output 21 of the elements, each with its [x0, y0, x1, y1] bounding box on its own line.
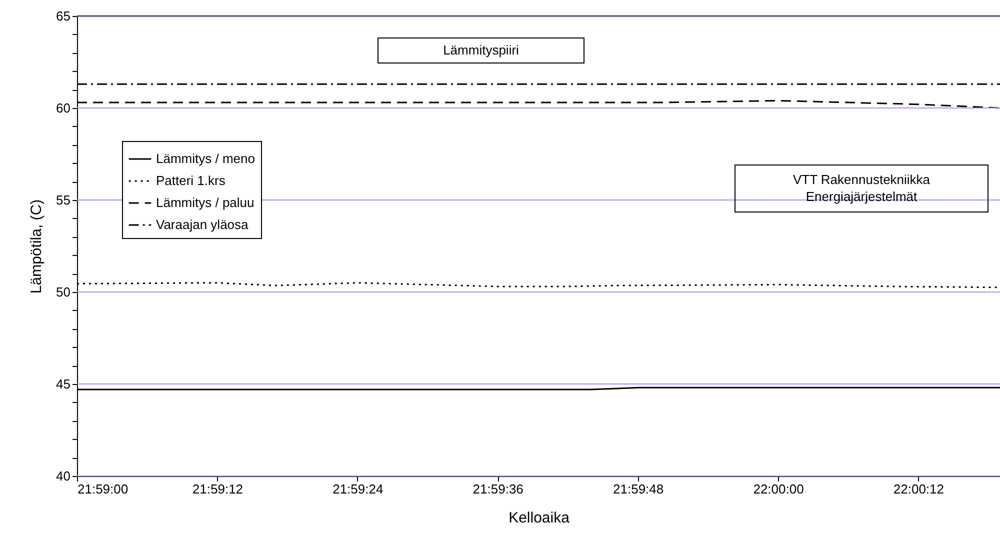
- x-tick-label: 21:59:12: [192, 482, 244, 496]
- y-tick-label: 50: [56, 284, 70, 300]
- legend-label: Varaajan yläosa: [156, 217, 250, 232]
- x-tick-label: 22:00:00: [753, 482, 804, 496]
- x-tick-label: 21:59:36: [472, 482, 524, 496]
- legend-label: Lämmitys / meno: [156, 151, 255, 166]
- y-tick-label: 55: [56, 192, 70, 208]
- legend-label: Lämmitys / paluu: [156, 195, 254, 210]
- x-axis-title: Kelloaika: [508, 510, 570, 526]
- y-tick-label: 45: [56, 376, 70, 392]
- annotation: VTT Rakennustekniikka Energiajärjestelmät: [792, 172, 931, 204]
- x-tick-label: 22:00:12: [893, 482, 944, 496]
- x-tick-label: 21:59:24: [332, 482, 384, 496]
- annotation: Lämmityspiiri: [443, 42, 520, 58]
- y-tick-label: 40: [56, 468, 70, 484]
- y-tick-label: 65: [56, 8, 70, 24]
- legend-label: Patteri 1.krs: [156, 173, 226, 188]
- x-tick-label: 21:59:00: [78, 482, 128, 496]
- x-tick-label: 21:59:48: [613, 482, 664, 496]
- y-tick-label: 60: [56, 100, 70, 116]
- y-axis-title: Lämpötila, (C): [28, 199, 46, 294]
